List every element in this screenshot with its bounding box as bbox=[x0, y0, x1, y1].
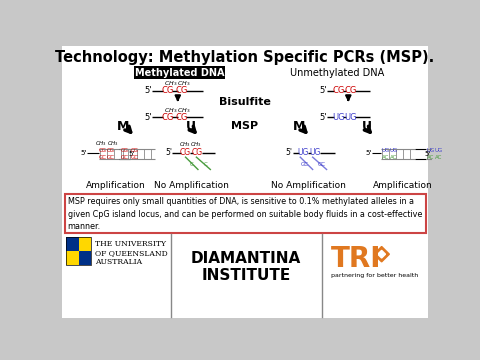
Text: partnering for better health: partnering for better health bbox=[331, 273, 419, 278]
Text: CG: CG bbox=[332, 86, 345, 95]
Text: No Amplification: No Amplification bbox=[154, 181, 229, 190]
Bar bbox=[66, 237, 79, 251]
Text: C: C bbox=[204, 162, 207, 167]
Text: CG: CG bbox=[180, 148, 191, 157]
Bar bbox=[79, 251, 91, 265]
Text: C: C bbox=[190, 162, 193, 167]
Text: $CH_3$: $CH_3$ bbox=[191, 140, 203, 149]
Text: CG: CG bbox=[98, 148, 107, 153]
Text: $CH_3$: $CH_3$ bbox=[164, 106, 178, 114]
Text: UG: UG bbox=[344, 113, 357, 122]
Text: 5': 5' bbox=[285, 148, 292, 157]
Text: TRI: TRI bbox=[331, 245, 382, 273]
Polygon shape bbox=[374, 247, 389, 262]
Text: 5': 5' bbox=[165, 148, 172, 157]
Text: GC: GC bbox=[131, 155, 138, 159]
Text: UG: UG bbox=[298, 148, 309, 157]
Text: 5': 5' bbox=[424, 151, 431, 157]
Text: THE UNIVERSITY
OF QUEENSLAND
AUSTRALIA: THE UNIVERSITY OF QUEENSLAND AUSTRALIA bbox=[95, 239, 168, 266]
Text: 5': 5' bbox=[144, 86, 152, 95]
Text: U: U bbox=[361, 120, 372, 133]
Bar bbox=[65, 194, 426, 233]
Bar bbox=[66, 237, 91, 265]
Text: $CH_3$: $CH_3$ bbox=[164, 80, 178, 89]
Text: CG: CG bbox=[345, 86, 357, 95]
Text: GC: GC bbox=[318, 162, 326, 167]
Text: UG: UG bbox=[332, 113, 345, 122]
Text: GC: GC bbox=[121, 155, 129, 159]
Text: $CH_3$: $CH_3$ bbox=[107, 139, 119, 148]
Text: CG: CG bbox=[131, 148, 138, 153]
Text: $CH_3$: $CH_3$ bbox=[180, 140, 192, 149]
Text: GC: GC bbox=[107, 155, 114, 159]
Text: 5': 5' bbox=[80, 149, 86, 156]
Text: UG: UG bbox=[390, 148, 398, 153]
Text: AC: AC bbox=[427, 155, 434, 159]
Text: AC: AC bbox=[435, 155, 443, 159]
Text: UG: UG bbox=[382, 148, 390, 153]
Text: 5': 5' bbox=[320, 113, 327, 122]
Text: Amplification: Amplification bbox=[86, 181, 145, 190]
Text: CG: CG bbox=[162, 86, 174, 95]
Text: MSP requires only small quantities of DNA, is sensitive to 0.1% methylated allel: MSP requires only small quantities of DN… bbox=[68, 197, 422, 231]
Text: U: U bbox=[186, 120, 196, 133]
Text: MSP: MSP bbox=[231, 121, 258, 131]
Text: CG: CG bbox=[192, 148, 203, 157]
Text: Methylated DNA: Methylated DNA bbox=[134, 68, 224, 78]
Text: 5': 5' bbox=[144, 113, 152, 122]
Text: M: M bbox=[118, 120, 130, 133]
Text: Technology: Methylation Specific PCRs (MSP).: Technology: Methylation Specific PCRs (M… bbox=[55, 50, 434, 64]
Bar bbox=[133, 66, 225, 80]
Bar bbox=[79, 237, 91, 251]
Text: 5': 5' bbox=[365, 149, 372, 156]
Text: Bisulfite: Bisulfite bbox=[218, 98, 270, 108]
Text: CG: CG bbox=[121, 148, 129, 153]
Text: UG: UG bbox=[309, 148, 321, 157]
Text: No Amplification: No Amplification bbox=[271, 181, 346, 190]
Text: AC: AC bbox=[382, 155, 389, 159]
Text: Amplification: Amplification bbox=[372, 181, 432, 190]
Bar bbox=[66, 251, 79, 265]
Text: 5': 5' bbox=[128, 151, 134, 157]
Text: GC: GC bbox=[98, 155, 107, 159]
Polygon shape bbox=[378, 250, 385, 258]
Text: CG: CG bbox=[162, 113, 174, 122]
Text: CG: CG bbox=[107, 148, 114, 153]
Text: AC: AC bbox=[390, 155, 398, 159]
Text: UG: UG bbox=[435, 148, 443, 153]
Text: $CH_3$: $CH_3$ bbox=[95, 139, 107, 148]
Text: 5': 5' bbox=[320, 86, 327, 95]
Text: CG: CG bbox=[176, 113, 188, 122]
Text: GC: GC bbox=[301, 162, 309, 167]
Text: $CH_3$: $CH_3$ bbox=[177, 106, 191, 114]
Text: DIAMANTINA
INSTITUTE: DIAMANTINA INSTITUTE bbox=[191, 251, 301, 283]
Text: CG: CG bbox=[176, 86, 188, 95]
Text: UG: UG bbox=[426, 148, 434, 153]
Text: Unmethylated DNA: Unmethylated DNA bbox=[290, 68, 384, 78]
Text: $CH_3$: $CH_3$ bbox=[177, 80, 191, 89]
Text: M: M bbox=[292, 120, 305, 133]
